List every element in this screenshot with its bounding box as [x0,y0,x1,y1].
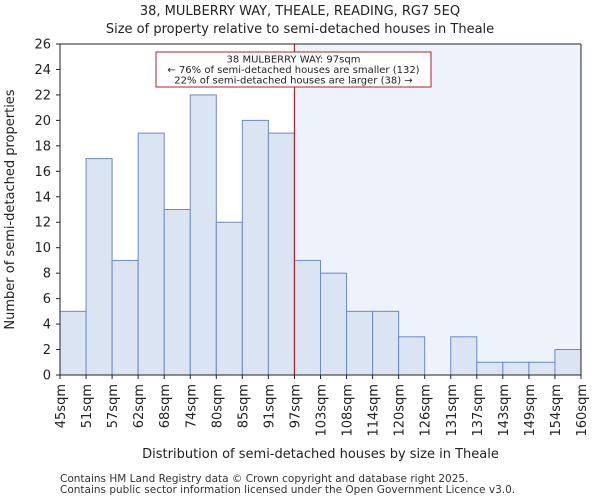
y-tick-label: 18 [34,139,51,154]
x-tick-label: 131sqm [445,384,460,437]
x-tick-label: 51sqm [80,384,95,428]
annotation-line3: 22% of semi-detached houses are larger (… [174,76,412,87]
y-axis-title: Number of semi-detached properties [3,89,18,329]
x-tick-label: 143sqm [497,384,512,437]
bar-114sqm [372,310,400,376]
x-tick-label: 120sqm [393,384,408,437]
footer-line1: Contains HM Land Registry data © Crown c… [60,473,469,485]
bar-80sqm [215,221,243,376]
bar-91sqm [267,132,295,376]
y-tick-label: 12 [34,216,51,231]
x-tick-label: 80sqm [210,384,225,428]
bar-97sqm [293,259,322,376]
y-tick-label: 0 [43,369,51,384]
y-tick-label: 14 [34,190,51,205]
bar-108sqm [346,310,374,376]
bar-62sqm [137,132,165,376]
x-tick-label: 154sqm [549,384,564,437]
x-tick-label: 45sqm [54,384,69,428]
bar-137sqm [476,361,504,376]
x-tick-label: 74sqm [184,384,199,428]
bar-103sqm [320,272,348,376]
y-tick-label: 6 [43,292,51,307]
bar-154sqm [554,349,582,376]
x-tick-label: 114sqm [367,384,382,437]
annotation-line2: ← 76% of semi-detached houses are smalle… [167,65,419,76]
x-tick-label: 68sqm [158,384,173,428]
bar-85sqm [241,119,269,376]
footer-line2: Contains public sector information licen… [60,484,516,496]
x-tick-label: 137sqm [471,384,486,437]
bar-143sqm [502,361,530,376]
x-tick-label: 160sqm [575,384,590,437]
annotation-box [155,51,432,88]
chart-title-line1: 38, MULBERRY WAY, THEALE, READING, RG7 5… [139,4,461,19]
chart-title-line2: Size of property relative to semi-detach… [105,22,495,37]
x-tick-label: 91sqm [262,384,277,428]
bar-57sqm [111,259,139,376]
x-tick-label: 62sqm [132,384,147,428]
x-tick-label: 103sqm [315,384,330,437]
bar-120sqm [398,336,426,376]
y-tick-label: 10 [34,241,51,256]
bar-149sqm [528,361,556,376]
y-tick-label: 16 [34,165,51,180]
y-tick-label: 8 [43,267,51,282]
y-tick-label: 24 [34,63,51,78]
y-tick-label: 26 [34,38,51,53]
bar-68sqm [163,209,191,376]
y-tick-label: 20 [34,114,51,129]
bar-131sqm [450,336,478,376]
x-tick-label: 97sqm [288,384,303,428]
x-axis-title: Distribution of semi-detached houses by … [142,447,499,462]
y-tick-label: 4 [43,318,51,333]
y-tick-label: 22 [34,88,51,103]
bar-51sqm [85,158,113,376]
x-tick-label: 57sqm [106,384,121,428]
bar-45sqm [59,310,87,376]
y-tick-label: 2 [43,343,51,358]
x-tick-label: 108sqm [341,384,356,437]
bar-74sqm [189,94,217,376]
x-tick-label: 85sqm [236,384,251,428]
x-tick-label: 126sqm [419,384,434,437]
x-tick-label: 149sqm [523,384,538,437]
annotation-line1: 38 MULBERRY WAY: 97sqm [227,55,361,66]
